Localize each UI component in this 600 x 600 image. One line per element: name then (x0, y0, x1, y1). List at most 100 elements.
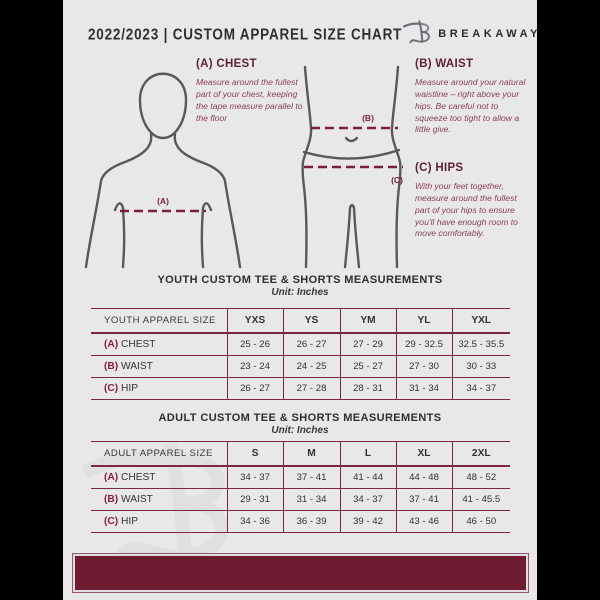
adult-section-header: ADULT CUSTOM TEE & SHORTS MEASUREMENTS U… (63, 412, 537, 436)
table-cell: 48 - 52 (451, 465, 510, 489)
waist-instructions: (B) WAIST Measure around your natural wa… (415, 58, 527, 136)
page-title: 2022/2023 | CUSTOM APPAREL SIZE CHART (88, 25, 403, 43)
table-cell: 23 - 24 (226, 355, 283, 378)
table-cell: 31 - 34 (282, 488, 340, 511)
youth-size-yl: YL (395, 308, 452, 334)
adult-waist-row: (B) WAIST 29 - 31 31 - 34 34 - 37 37 - 4… (91, 488, 510, 511)
waist-heading: (B) WAIST (415, 58, 474, 70)
hips-body-text: With your feet together, measure around … (415, 181, 518, 239)
header: 2022/2023 | CUSTOM APPAREL SIZE CHART BR… (88, 20, 537, 48)
table-cell: 27 - 28 (282, 377, 340, 400)
table-cell: 30 - 33 (451, 355, 510, 378)
hips-heading: (C) HIPS (415, 162, 464, 174)
adult-chest-row: (A) CHEST 34 - 37 37 - 41 41 - 44 44 - 4… (91, 465, 510, 489)
youth-size-yxs: YXS (226, 308, 283, 334)
table-cell: 41 - 45.5 (451, 488, 510, 511)
row-label-text: WAIST (121, 494, 153, 505)
adult-table-title: ADULT CUSTOM TEE & SHORTS MEASUREMENTS (158, 412, 442, 424)
adult-waist-label: (B) WAIST (91, 488, 227, 511)
table-cell: 25 - 27 (339, 355, 396, 378)
table-cell: 34 - 37 (451, 377, 510, 400)
table-cell: 34 - 37 (226, 465, 283, 489)
row-prefix: (C) (104, 516, 119, 527)
youth-waist-label: (B) WAIST (91, 355, 227, 378)
chest-instructions: (A) CHEST Measure around the fullest par… (196, 58, 306, 124)
youth-size-table: YOUTH APPAREL SIZE YXS YS YM YL YXL (A) … (91, 308, 510, 400)
measurement-dashed-lines (120, 126, 403, 213)
youth-chest-label: (A) CHEST (91, 332, 227, 356)
adult-hip-row: (C) HIP 34 - 36 36 - 39 39 - 42 43 - 46 … (91, 510, 510, 533)
youth-hip-label: (C) HIP (91, 377, 227, 400)
waist-body-text: Measure around your natural waistline – … (415, 77, 526, 135)
table-cell: 44 - 48 (395, 465, 452, 489)
torso-figure-outline (84, 72, 242, 269)
adult-chest-label: (A) CHEST (91, 465, 227, 489)
row-label-text: HIP (121, 516, 138, 527)
table-cell: 36 - 39 (282, 510, 340, 533)
row-label-text: HIP (121, 383, 138, 394)
table-cell: 34 - 36 (226, 510, 283, 533)
footer-accent-bar (73, 554, 528, 592)
size-chart-page: 2022/2023 | CUSTOM APPAREL SIZE CHART BR… (63, 0, 537, 600)
measurement-figures-diagram: (A) (B) (C) (84, 65, 403, 269)
adult-hip-label: (C) HIP (91, 510, 227, 533)
youth-header-row: YOUTH APPAREL SIZE YXS YS YM YL YXL (91, 308, 510, 334)
adult-size-2xl: 2XL (451, 441, 510, 467)
row-prefix: (B) (104, 494, 119, 505)
table-cell: 32.5 - 35.5 (451, 332, 510, 356)
adult-size-l: L (339, 441, 396, 467)
youth-chest-row: (A) CHEST 25 - 26 26 - 27 27 - 29 29 - 3… (91, 332, 510, 356)
adult-size-s: S (226, 441, 283, 467)
adult-size-m: M (282, 441, 340, 467)
table-cell: 43 - 46 (395, 510, 452, 533)
youth-size-column-header: YOUTH APPAREL SIZE (91, 308, 227, 334)
diagram-labels: (A) (B) (C) (157, 113, 403, 206)
youth-table-title: YOUTH CUSTOM TEE & SHORTS MEASUREMENTS (157, 274, 443, 286)
youth-size-yxl: YXL (451, 308, 510, 334)
youth-hip-row: (C) HIP 26 - 27 27 - 28 28 - 31 31 - 34 … (91, 377, 510, 400)
table-cell: 27 - 29 (339, 332, 396, 356)
brand-lockup: BREAKAWAY (402, 18, 537, 50)
youth-section-header: YOUTH CUSTOM TEE & SHORTS MEASUREMENTS U… (63, 274, 537, 298)
adult-size-column-header: ADULT APPAREL SIZE (91, 441, 227, 467)
table-cell: 31 - 34 (395, 377, 452, 400)
table-cell: 41 - 44 (339, 465, 396, 489)
adult-table-unit: Unit: Inches (271, 425, 329, 436)
adult-size-table: ADULT APPAREL SIZE S M L XL 2XL (A) CHES… (91, 441, 510, 533)
breakaway-logo-icon (402, 18, 431, 50)
row-prefix: (A) (104, 339, 119, 350)
table-cell: 26 - 27 (282, 332, 340, 356)
table-cell: 34 - 37 (339, 488, 396, 511)
table-cell: 28 - 31 (339, 377, 396, 400)
chest-heading: (A) CHEST (196, 58, 257, 70)
brand-name: BREAKAWAY (438, 28, 537, 40)
table-cell: 25 - 26 (226, 332, 283, 356)
youth-size-ys: YS (282, 308, 340, 334)
table-cell: 29 - 31 (226, 488, 283, 511)
hips-figure-outline (301, 65, 402, 269)
table-cell: 46 - 50 (451, 510, 510, 533)
table-cell: 37 - 41 (395, 488, 452, 511)
hips-label: (C) (391, 175, 403, 185)
row-prefix: (A) (104, 472, 119, 483)
table-cell: 27 - 30 (395, 355, 452, 378)
table-cell: 39 - 42 (339, 510, 396, 533)
adult-size-xl: XL (395, 441, 452, 467)
row-label-text: CHEST (121, 472, 156, 483)
youth-size-ym: YM (339, 308, 396, 334)
youth-table-unit: Unit: Inches (271, 287, 329, 298)
table-cell: 26 - 27 (226, 377, 283, 400)
chest-label: (A) (157, 196, 169, 206)
chest-body-text: Measure around the fullest part of your … (196, 77, 303, 123)
adult-header-row: ADULT APPAREL SIZE S M L XL 2XL (91, 441, 510, 467)
row-label-text: CHEST (121, 339, 156, 350)
table-cell: 24 - 25 (282, 355, 340, 378)
youth-waist-row: (B) WAIST 23 - 24 24 - 25 25 - 27 27 - 3… (91, 355, 510, 378)
row-label-text: WAIST (121, 361, 153, 372)
table-cell: 37 - 41 (282, 465, 340, 489)
waist-label: (B) (362, 113, 374, 123)
row-prefix: (B) (104, 361, 119, 372)
table-cell: 29 - 32.5 (395, 332, 452, 356)
hips-instructions: (C) HIPS With your feet together, measur… (415, 162, 531, 240)
